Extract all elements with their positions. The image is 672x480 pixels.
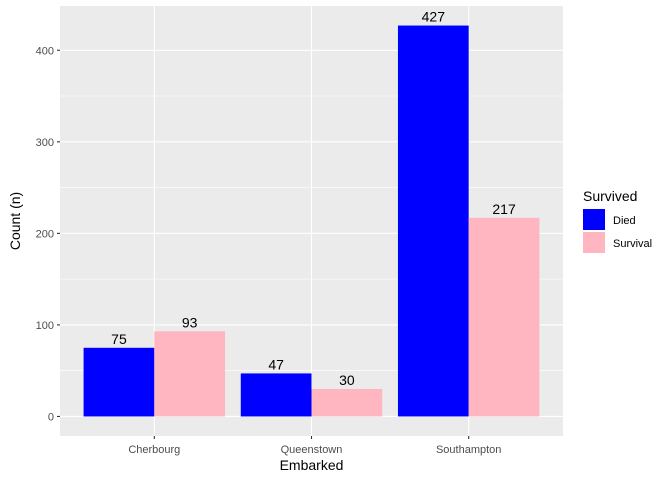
y-tick-label: 300 (36, 137, 54, 149)
legend-key-survival (583, 232, 605, 253)
x-tick-label: Southampton (436, 444, 501, 456)
bar-survival (468, 217, 540, 417)
bar-died (397, 25, 469, 417)
data-label: 75 (111, 331, 127, 347)
x-tick-label: Queenstown (281, 444, 343, 456)
x-tick-label: Cherbourg (128, 444, 180, 456)
bars (83, 25, 540, 417)
y-tick-label: 200 (36, 228, 54, 240)
legend-label: Survival (613, 238, 652, 250)
data-label: 30 (339, 372, 355, 388)
data-labels: 75 47 427 93 30 217 (111, 9, 516, 388)
data-label: 217 (492, 201, 516, 217)
legend-key-died (583, 209, 605, 230)
legend-title: Survived (583, 188, 637, 204)
bar-died (83, 347, 155, 417)
legend: Survived Died Survival (583, 188, 652, 253)
data-label: 47 (268, 356, 284, 372)
x-axis-title: Embarked (280, 457, 344, 473)
data-label: 93 (182, 314, 198, 330)
y-tick-label: 100 (36, 320, 54, 332)
y-axis-title: Count (n) (7, 192, 23, 250)
bar-died (240, 373, 312, 417)
x-axis: Cherbourg Queenstown Southampton (128, 436, 501, 456)
bar-survival (154, 331, 226, 417)
y-tick-label: 0 (48, 411, 54, 423)
y-tick-label: 400 (36, 45, 54, 57)
data-label: 427 (422, 9, 446, 25)
y-axis: 0 100 200 300 400 (36, 45, 60, 423)
legend-label: Died (613, 215, 636, 227)
bar-survival (311, 388, 383, 417)
